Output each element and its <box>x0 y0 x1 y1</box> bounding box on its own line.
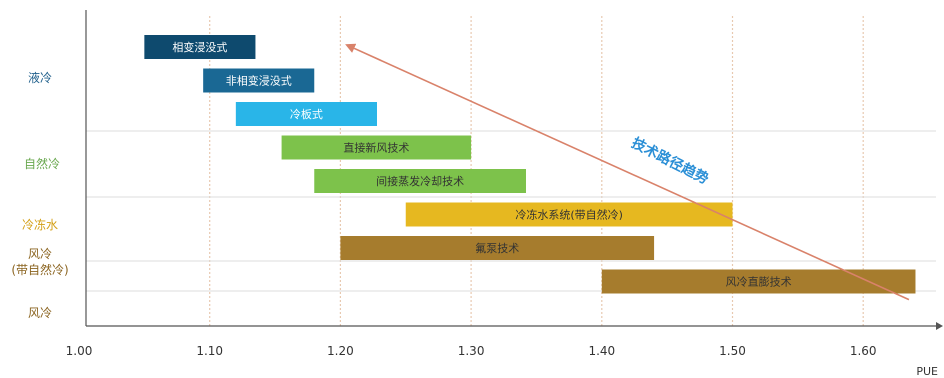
bar: 间接蒸发冷却技术 <box>314 169 526 193</box>
bar-label: 非相变浸没式 <box>226 74 292 88</box>
bar: 相变浸没式 <box>144 35 256 59</box>
bar: 冷冻水系统(带自然冷) <box>405 202 733 227</box>
bar: 非相变浸没式 <box>203 68 315 93</box>
category-label: 风冷 <box>28 306 52 320</box>
trend-arrow <box>345 43 910 301</box>
x-tick-label: 1.00 <box>66 344 93 358</box>
bar-rect <box>203 68 315 93</box>
category-label: 风冷(带自然冷) <box>11 247 68 277</box>
axes: 1.00 1.10 1.20 1.30 1.40 1.50 1.60 <box>66 10 943 358</box>
bar-rect <box>601 269 916 294</box>
bar: 冷板式 <box>235 102 377 126</box>
bar-rect <box>405 202 733 227</box>
category-label: 自然冷 <box>24 156 60 171</box>
bar-label: 氟泵技术 <box>475 242 519 255</box>
x-tick-label: 1.30 <box>458 344 485 358</box>
x-axis-arrow <box>936 322 943 330</box>
x-tick-label: 1.50 <box>719 344 746 358</box>
x-axis-label: PUE <box>916 365 938 378</box>
bar-rect <box>281 135 472 160</box>
bar-label: 风冷直膨技术 <box>726 275 792 289</box>
bar-label: 间接蒸发冷却技术 <box>376 174 464 188</box>
bar-label: 冷板式 <box>290 107 323 121</box>
bar: 直接新风技术 <box>281 135 472 160</box>
bar-rect <box>340 236 655 260</box>
x-tick-label: 1.10 <box>196 344 223 358</box>
trend-label: 技术路径趋势 <box>629 134 712 187</box>
bar-rect <box>314 169 526 193</box>
bar-rect <box>144 35 256 59</box>
bar: 风冷直膨技术 <box>601 269 916 294</box>
x-tick-label: 1.60 <box>850 344 877 358</box>
x-tick-label: 1.20 <box>327 344 354 358</box>
bar: 氟泵技术 <box>340 236 655 260</box>
bar-rect <box>235 102 377 126</box>
bar-label: 相变浸没式 <box>172 40 227 54</box>
category-label: 冷冻水 <box>22 217 58 232</box>
x-tick-label: 1.40 <box>588 344 615 358</box>
bar-label: 冷冻水系统(带自然冷) <box>515 208 623 222</box>
bar-label: 直接新风技术 <box>343 141 409 155</box>
category-label: 液冷 <box>28 70 52 85</box>
